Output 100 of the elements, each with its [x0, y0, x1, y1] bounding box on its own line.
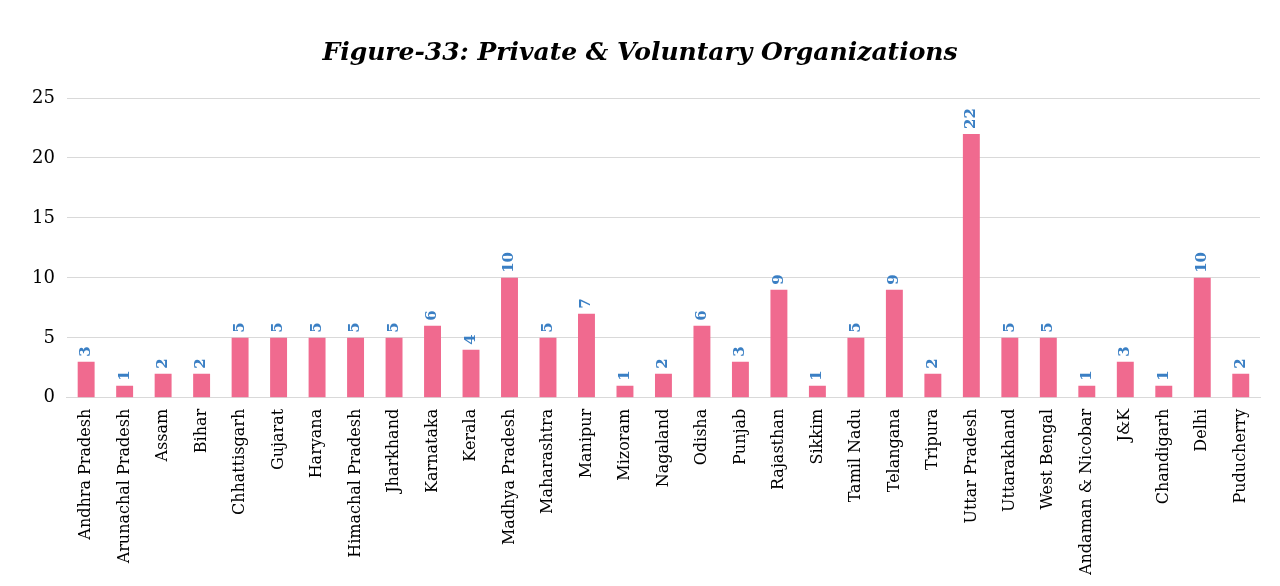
- bar: [654, 373, 672, 398]
- bar: [385, 337, 403, 398]
- x-tick-label: Haryana: [306, 408, 326, 479]
- x-tick-label: Uttar Pradesh: [960, 408, 980, 524]
- data-label: 5: [537, 322, 556, 333]
- data-label: 2: [153, 358, 172, 369]
- data-label: 5: [999, 322, 1018, 333]
- x-tick-label: Karnataka: [421, 408, 441, 493]
- x-tick-label: Maharashtra: [537, 408, 557, 514]
- bar: [1116, 361, 1134, 398]
- data-label: 2: [653, 358, 672, 369]
- data-label: 3: [1115, 346, 1134, 357]
- x-tick-label: Tripura: [922, 408, 942, 470]
- data-label: 1: [1076, 370, 1095, 381]
- x-tick-label: Uttarakhand: [998, 408, 1018, 512]
- y-tick-label: 15: [32, 205, 55, 227]
- bar: [424, 325, 441, 398]
- data-label: 1: [1153, 370, 1172, 381]
- bar: [154, 373, 172, 398]
- x-tick-label: Madhya Pradesh: [498, 408, 518, 546]
- x-tick-label: Puducherry: [1229, 408, 1249, 504]
- data-label: 5: [383, 322, 402, 333]
- bar: [885, 289, 903, 398]
- y-tick-label: 0: [43, 385, 55, 407]
- data-label: 2: [191, 358, 210, 369]
- bar: [539, 337, 557, 398]
- x-tick-label: Nagaland: [652, 408, 672, 488]
- data-label: 10: [499, 252, 518, 273]
- data-label: 9: [768, 274, 787, 285]
- data-label: 5: [268, 322, 287, 333]
- data-label: 6: [422, 310, 441, 321]
- data-label: 1: [114, 370, 133, 381]
- y-tick-label: 5: [43, 325, 55, 347]
- data-label: 5: [229, 322, 248, 333]
- x-tick-label: Delhi: [1191, 408, 1211, 452]
- bar: [693, 325, 711, 398]
- bar: [308, 337, 326, 398]
- data-label: 3: [730, 346, 749, 357]
- bar: [77, 361, 95, 398]
- x-tick-label: Arunachal Pradesh: [113, 408, 133, 565]
- y-tick-label: 10: [32, 265, 55, 287]
- bar: [770, 289, 788, 398]
- bar: [616, 385, 634, 398]
- x-tick-label: Bihar: [190, 408, 210, 454]
- x-tick-label: Chandigarh: [1152, 408, 1172, 505]
- x-tick-label: Tamil Nadu: [845, 408, 865, 503]
- bar: [962, 133, 980, 398]
- data-label: 3: [76, 346, 95, 357]
- x-tick-label: Himachal Pradesh: [344, 408, 364, 558]
- bar: [1232, 373, 1250, 398]
- x-tick-label: Telangana: [883, 408, 903, 493]
- data-label: 1: [614, 370, 633, 381]
- data-label: 22: [961, 108, 980, 129]
- x-tick-label: Chhattisgarh: [229, 408, 249, 516]
- data-label: 5: [345, 322, 364, 333]
- chart-title: Figure-33: Private & Voluntary Organizations: [321, 36, 958, 66]
- data-label: 7: [576, 298, 595, 309]
- x-tick-label: Mizoram: [614, 408, 634, 481]
- data-label: 6: [691, 310, 710, 321]
- bar: [462, 349, 480, 398]
- y-tick-label: 20: [32, 145, 55, 167]
- data-label: 4: [460, 334, 479, 345]
- x-tick-label: Odisha: [691, 408, 711, 466]
- data-label: 9: [884, 274, 903, 285]
- bar: [847, 337, 865, 398]
- data-label: 5: [306, 322, 325, 333]
- bar: [924, 373, 942, 398]
- bar: [1078, 385, 1096, 398]
- x-tick-label: Gujarat: [267, 408, 287, 470]
- data-label: 5: [1038, 322, 1057, 333]
- bar: [1001, 337, 1019, 398]
- bar: [1193, 277, 1211, 398]
- x-tick-label: Kerala: [460, 408, 480, 462]
- bar: [193, 373, 211, 398]
- bar: [270, 337, 288, 398]
- bar: [1039, 337, 1057, 398]
- data-label: 5: [845, 322, 864, 333]
- bar: [731, 361, 749, 398]
- data-label: 1: [807, 370, 826, 381]
- x-tick-label: Andaman & Nicobar: [1075, 408, 1095, 577]
- x-tick-label: Punjab: [729, 408, 749, 465]
- data-label: 2: [1230, 358, 1249, 369]
- x-tick-label: Andhra Pradesh: [75, 408, 95, 541]
- data-label: 2: [922, 358, 941, 369]
- x-tick-label: West Bengal: [1037, 408, 1057, 510]
- x-tick-label: Rajasthan: [768, 408, 788, 491]
- bar: [231, 337, 249, 398]
- bar: [116, 385, 134, 398]
- data-label: 10: [1192, 252, 1211, 273]
- x-tick-label: Sikkim: [806, 408, 826, 465]
- y-tick-label: 25: [32, 85, 55, 107]
- bar: [1155, 385, 1173, 398]
- bar: [501, 277, 518, 398]
- x-tick-label: Jharkhand: [383, 408, 403, 495]
- x-tick-label: Assam: [152, 408, 172, 463]
- bar: [347, 337, 365, 398]
- bar: [578, 313, 595, 398]
- x-tick-label: J&K: [1114, 407, 1134, 444]
- bar: [808, 385, 826, 398]
- x-tick-label: Manipur: [575, 408, 595, 479]
